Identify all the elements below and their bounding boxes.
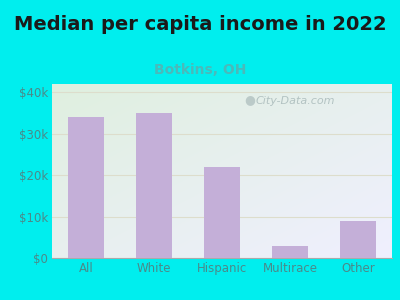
Bar — [68, 117, 104, 258]
Bar — [272, 246, 308, 258]
Bar — [340, 221, 376, 258]
Bar — [204, 167, 240, 258]
Bar — [136, 113, 172, 258]
Text: ●: ● — [244, 94, 255, 106]
Text: City-Data.com: City-Data.com — [256, 96, 336, 106]
Text: Botkins, OH: Botkins, OH — [154, 63, 246, 77]
Text: Median per capita income in 2022: Median per capita income in 2022 — [14, 15, 386, 34]
